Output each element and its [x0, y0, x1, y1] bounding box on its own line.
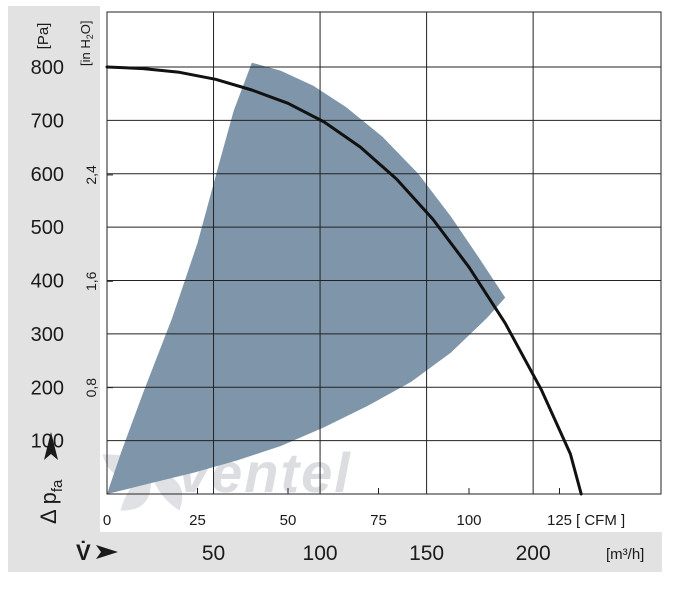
y-tick-label-inh2o-2,4: 2,4 [83, 165, 99, 185]
x-axis-symbol: V̇ [76, 540, 91, 565]
x-tick-label-m3h-150: 150 [409, 542, 444, 565]
y-tick-label-300: 300 [31, 324, 64, 346]
x-tick-label-m3h-50: 50 [202, 542, 225, 565]
x-unit-primary: [ CFM ] [576, 512, 625, 529]
y-unit-secondary: [in H2O] [78, 21, 95, 66]
x-tick-label-cfm-25: 25 [189, 512, 206, 529]
y-tick-label-800: 800 [31, 57, 64, 79]
y-axis-title: Δ pfa [36, 432, 66, 524]
operating-region [107, 62, 506, 494]
y-tick-label-inh2o-1,6: 1,6 [83, 271, 99, 291]
x-tick-label-m3h-100: 100 [303, 542, 338, 565]
y-tick-label-700: 700 [31, 110, 64, 132]
y-axis-arrow-icon [44, 432, 58, 460]
x-tick-label-m3h-200: 200 [516, 542, 551, 565]
x-tick-label-cfm-100: 100 [456, 512, 481, 529]
x-tick-label-cfm-125: 125 [547, 512, 572, 529]
x-tick-label-cfm-75: 75 [370, 512, 387, 529]
y-axis-title-main: Δ p [36, 492, 61, 524]
x-tick-label-cfm-0: 0 [103, 512, 111, 529]
y-axis-title-sub: fa [49, 479, 66, 492]
y-tick-label-inh2o-0,8: 0,8 [83, 378, 99, 398]
x-unit-secondary: [m³/h] [606, 546, 644, 563]
svg-text:Δ pfa: Δ pfa [36, 479, 66, 524]
y-tick-label-400: 400 [31, 271, 64, 293]
y-unit-primary: [Pa] [35, 23, 52, 50]
x-axis-arrow-icon [96, 545, 118, 559]
x-tick-label-cfm-50: 50 [280, 512, 297, 529]
y-tick-label-500: 500 [31, 217, 64, 239]
fan-curve [105, 65, 583, 496]
y-axis-band [8, 6, 100, 572]
y-tick-label-200: 200 [31, 377, 64, 399]
y-tick-label-600: 600 [31, 164, 64, 186]
plot-frame [106, 11, 662, 495]
y-tick-label-100: 100 [31, 431, 64, 453]
